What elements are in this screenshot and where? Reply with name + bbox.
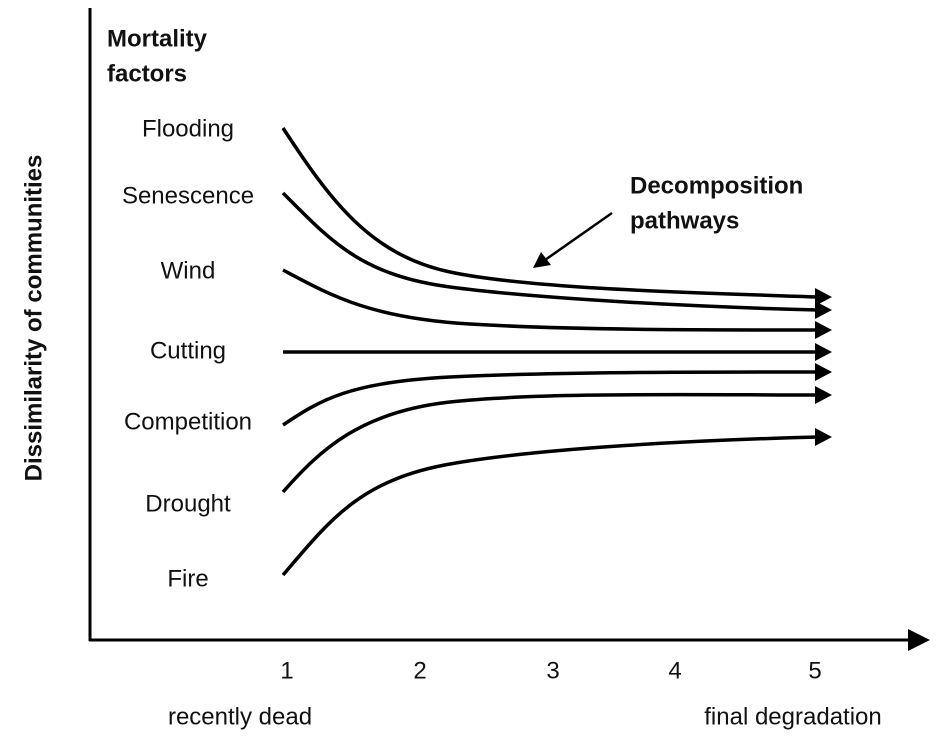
pathway [281,127,819,299]
arrowhead [815,363,832,381]
x-tick-label: 5 [808,657,821,684]
legend-title: Mortality [107,25,208,52]
y-axis-label: Dissimilarity of communities [20,155,47,482]
pathways [281,127,832,577]
arrowhead [815,428,832,446]
arrowhead [815,321,832,339]
arrowhead [815,343,832,361]
annotation: Decomposition [630,172,803,199]
x-tick-label: 3 [546,657,559,684]
pathway [282,370,819,427]
arrowhead [815,288,832,306]
factor-label: Senescence [122,182,254,209]
legend-title: factors [107,60,187,87]
arrowhead [815,301,832,319]
factor-label: Drought [145,490,231,517]
arrowhead [815,386,832,404]
x-start-label: recently dead [168,703,312,730]
x-end-label: final degradation [704,703,881,730]
pathway [281,191,819,312]
x-tick-label: 4 [668,657,681,684]
pathway [282,268,819,332]
factor-label: Flooding [142,115,234,142]
factor-label: Fire [167,565,208,592]
annotation-arrow [544,211,613,262]
pathway [281,392,819,494]
factor-label: Cutting [150,337,226,364]
factor-label: Competition [124,408,252,435]
pathway [281,435,819,577]
x-tick-label: 1 [280,657,293,684]
annotation-arrowhead [533,252,551,268]
x-axis-arrow [908,629,930,651]
x-ticks: 1 2 3 4 5 [280,657,821,684]
annotation: pathways [630,207,739,234]
x-tick-label: 2 [413,657,426,684]
factor-label: Wind [161,257,216,284]
factor-labels: Flooding Senescence Wind Cutting Competi… [122,115,254,592]
